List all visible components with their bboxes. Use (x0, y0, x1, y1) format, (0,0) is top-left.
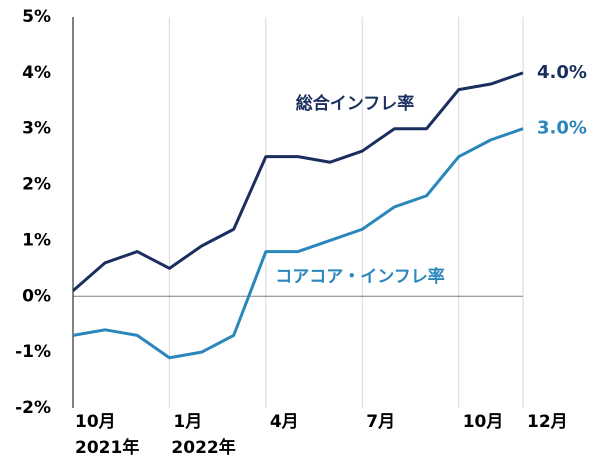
x-year-label: 2022年 (171, 437, 235, 458)
x-year-label: 2021年 (75, 437, 139, 458)
y-tick-label: -2% (15, 398, 51, 418)
y-tick-label: 4% (22, 63, 51, 83)
series-line (72, 127, 524, 360)
x-tick-label: 1月 (173, 412, 202, 432)
y-tick-label: -1% (15, 342, 51, 362)
x-tick-label: 10月 (463, 412, 504, 432)
x-tick-label: 7月 (366, 412, 395, 432)
x-tick-label: 12月 (527, 412, 568, 432)
series-name: コアコア・インフレ率 (275, 266, 445, 287)
y-tick-label: 2% (22, 175, 51, 195)
end-label: 4.0% (537, 62, 587, 83)
y-tick-label: 5% (22, 7, 51, 27)
series-name: 総合インフレ率 (296, 93, 415, 114)
y-tick-label: 0% (22, 286, 51, 306)
end-label: 3.0% (537, 118, 587, 139)
y-tick-label: 3% (22, 119, 51, 139)
x-tick-label: 10月 (75, 412, 116, 432)
series-line (72, 71, 524, 292)
y-tick-label: 1% (22, 230, 51, 250)
x-tick-label: 4月 (270, 412, 299, 432)
